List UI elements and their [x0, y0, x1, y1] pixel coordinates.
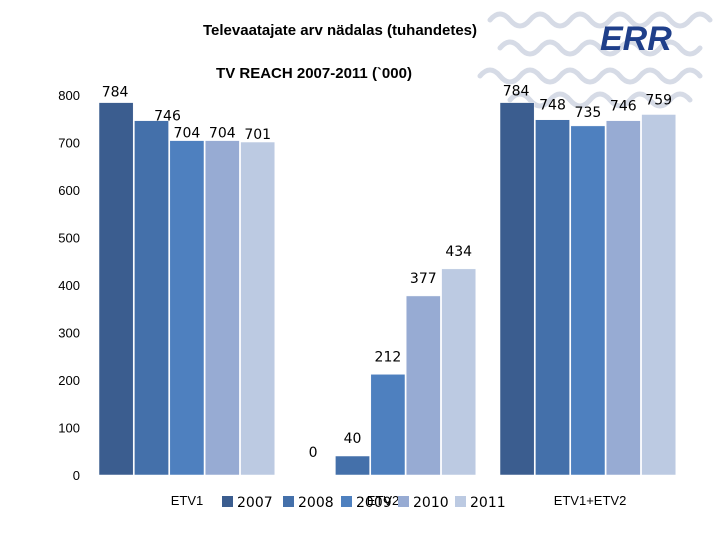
- y-tick-label: 800: [58, 88, 80, 103]
- data-label: 434: [445, 244, 472, 260]
- data-label: 701: [244, 127, 271, 143]
- y-tick-label: 100: [58, 421, 80, 436]
- legend-swatch: [283, 496, 294, 507]
- bar-etv1-etv2-2009: [570, 125, 606, 476]
- legend-label: 2009: [356, 495, 392, 511]
- err-logo-pattern: ERR: [477, 11, 713, 109]
- bar-etv2-2009: [370, 374, 406, 476]
- y-axis: 0 100 200 300 400 500 600 700 800: [58, 88, 80, 483]
- bar-etv1-etv2-2010: [605, 120, 641, 476]
- bars: [98, 102, 677, 476]
- chart-title: TV REACH 2007-2011 (`000): [216, 65, 412, 82]
- category-label: ETV1: [171, 493, 204, 508]
- legend-label: 2011: [470, 495, 506, 511]
- legend: 2007 2008 2009 2010 2011: [222, 495, 506, 511]
- category-label: ETV2: [367, 493, 400, 508]
- bar-etv2-2010: [405, 295, 441, 476]
- slide-title: Televaatajate arv nädalas (tuhandetes): [203, 22, 477, 39]
- legend-swatch: [222, 496, 233, 507]
- legend-label: 2007: [237, 495, 273, 511]
- bar-etv1-2007: [98, 102, 134, 476]
- data-label: 0: [309, 445, 318, 461]
- y-tick-label: 0: [73, 468, 80, 483]
- bar-etv2-2008: [335, 455, 370, 476]
- bar-etv1-etv2-2011: [641, 114, 677, 476]
- data-label: 212: [375, 349, 402, 365]
- data-label: 784: [503, 84, 530, 100]
- data-label: 759: [645, 92, 672, 108]
- y-tick-label: 200: [58, 373, 80, 388]
- data-label: 784: [102, 85, 129, 101]
- legend-label: 2008: [298, 495, 334, 511]
- bar-etv1-etv2-2007: [499, 102, 535, 476]
- bar-etv2-2011: [441, 268, 477, 476]
- category-labels: ETV1 ETV2 ETV1+ETV2: [171, 493, 627, 508]
- err-logo-text: ERR: [600, 20, 672, 58]
- bar-etv1-2008: [134, 120, 169, 476]
- data-label: 40: [344, 431, 362, 447]
- legend-swatch: [455, 496, 466, 507]
- y-tick-label: 700: [58, 136, 80, 151]
- legend-swatch: [341, 496, 352, 507]
- legend-label: 2010: [413, 495, 449, 511]
- data-label: 377: [410, 271, 437, 287]
- data-label: 748: [539, 98, 566, 114]
- bar-etv1-2010: [204, 140, 240, 476]
- data-label: 704: [174, 126, 201, 142]
- y-tick-label: 400: [58, 278, 80, 293]
- err-logo-watermark: ERR: [470, 0, 720, 110]
- data-label: 704: [209, 126, 236, 142]
- bar-etv1-2009: [169, 140, 205, 476]
- y-tick-label: 500: [58, 231, 80, 246]
- bar-etv1-etv2-2008: [535, 119, 570, 476]
- legend-swatch: [398, 496, 409, 507]
- y-tick-label: 300: [58, 326, 80, 341]
- y-tick-label: 600: [58, 183, 80, 198]
- bar-etv1-2011: [240, 141, 276, 476]
- data-label: 735: [575, 105, 602, 121]
- data-label: 746: [154, 109, 181, 125]
- category-label: ETV1+ETV2: [554, 493, 627, 508]
- data-label: 746: [610, 99, 637, 115]
